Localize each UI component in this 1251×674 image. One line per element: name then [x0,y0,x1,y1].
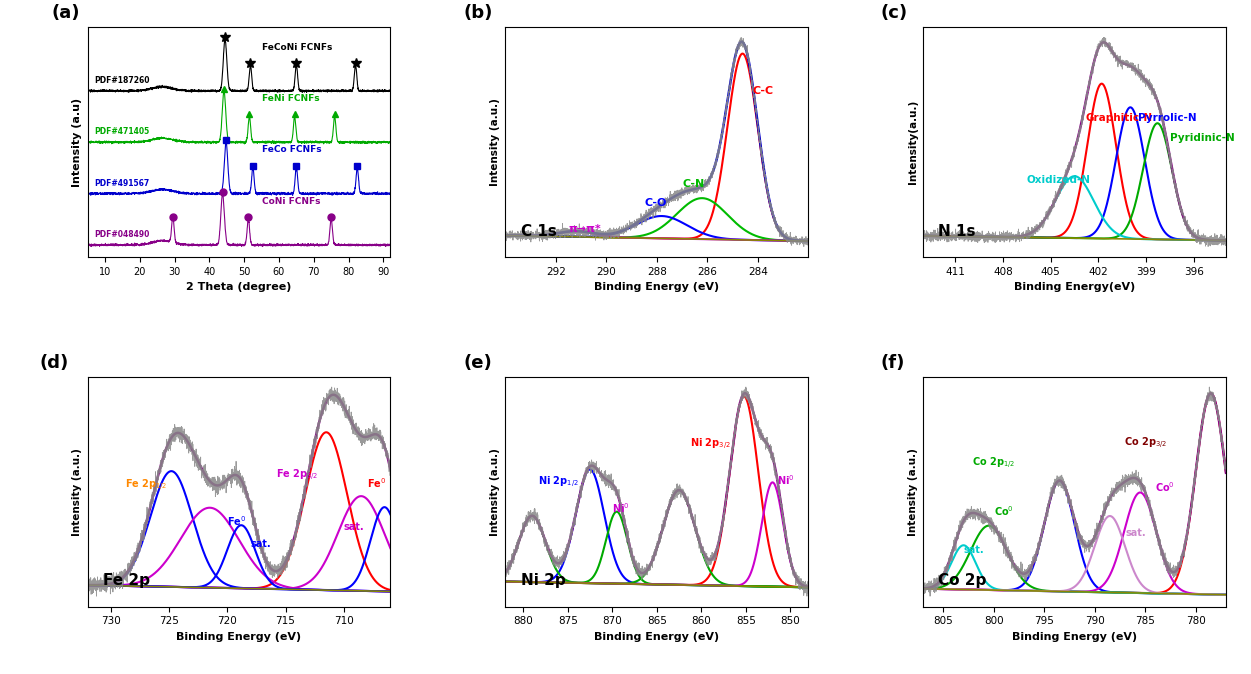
Text: sat.: sat. [344,522,364,532]
Text: Graphitic-N: Graphitic-N [1086,113,1153,123]
Text: Ni$^{0}$: Ni$^{0}$ [777,473,794,487]
Text: Fe$^{0}$: Fe$^{0}$ [367,477,387,490]
Y-axis label: Intensity(a.u.): Intensity(a.u.) [908,100,918,184]
Text: C-N: C-N [682,179,704,189]
Text: Fe$^{0}$: Fe$^{0}$ [228,514,246,528]
Text: (c): (c) [881,4,908,22]
Text: Pyridinic-N: Pyridinic-N [1170,133,1235,144]
Text: Co 2p$_{3/2}$: Co 2p$_{3/2}$ [1123,435,1167,451]
Text: FeNi FCNFs: FeNi FCNFs [261,94,319,103]
Text: (d): (d) [39,354,69,372]
Text: FeCoNi FCNFs: FeCoNi FCNFs [261,42,332,52]
Text: (b): (b) [463,4,493,22]
Text: Oxidized-N: Oxidized-N [1027,175,1091,185]
Y-axis label: Intensity (a.u.): Intensity (a.u.) [908,448,918,536]
Text: PDF#471405: PDF#471405 [95,127,150,137]
Text: Co$^{0}$: Co$^{0}$ [993,505,1013,518]
Y-axis label: Intensity (a.u.): Intensity (a.u.) [490,448,500,536]
Text: FeCo FCNFs: FeCo FCNFs [261,146,322,154]
Text: PDF#187260: PDF#187260 [95,76,150,85]
Text: Ni 2p$_{1/2}$: Ni 2p$_{1/2}$ [538,474,579,490]
Text: Ni$^{0}$: Ni$^{0}$ [612,501,629,516]
Text: Ni 2p: Ni 2p [520,573,565,588]
X-axis label: Binding Energy (eV): Binding Energy (eV) [176,632,301,642]
Y-axis label: Intensity (a.u): Intensity (a.u) [73,98,83,187]
Text: π→π*: π→π* [568,224,602,234]
Text: Co 2p$_{1/2}$: Co 2p$_{1/2}$ [972,456,1016,471]
X-axis label: Binding Energy (eV): Binding Energy (eV) [594,632,719,642]
Text: Co 2p: Co 2p [938,573,987,588]
Text: C-C: C-C [753,86,774,96]
Text: Fe 2p: Fe 2p [103,573,150,588]
Text: C-O: C-O [644,197,667,208]
Text: C 1s: C 1s [520,224,557,239]
Text: (e): (e) [463,354,492,372]
Text: sat.: sat. [963,545,985,555]
X-axis label: Binding Energy (eV): Binding Energy (eV) [1012,632,1137,642]
Text: PDF#491567: PDF#491567 [95,179,150,188]
Y-axis label: Intensity (a.u.): Intensity (a.u.) [490,98,500,186]
Text: (f): (f) [881,354,906,372]
X-axis label: Binding Energy(eV): Binding Energy(eV) [1015,282,1135,293]
Text: Fe 2p$_{1/2}$: Fe 2p$_{1/2}$ [125,478,168,493]
Text: N 1s: N 1s [938,224,976,239]
Text: Pyrrolic-N: Pyrrolic-N [1138,113,1197,123]
Text: PDF#048490: PDF#048490 [95,231,150,239]
Text: (a): (a) [51,4,80,22]
Text: Co$^{0}$: Co$^{0}$ [1156,481,1175,494]
Text: sat.: sat. [250,539,271,549]
Text: Fe 2p$_{3/2}$: Fe 2p$_{3/2}$ [276,468,319,483]
Y-axis label: Intensity (a.u.): Intensity (a.u.) [73,448,83,536]
X-axis label: 2 Theta (degree): 2 Theta (degree) [186,282,291,293]
X-axis label: Binding Energy (eV): Binding Energy (eV) [594,282,719,293]
Text: sat.: sat. [1125,528,1146,539]
Text: Ni 2p$_{3/2}$: Ni 2p$_{3/2}$ [689,437,731,452]
Text: CoNi FCNFs: CoNi FCNFs [261,197,320,206]
